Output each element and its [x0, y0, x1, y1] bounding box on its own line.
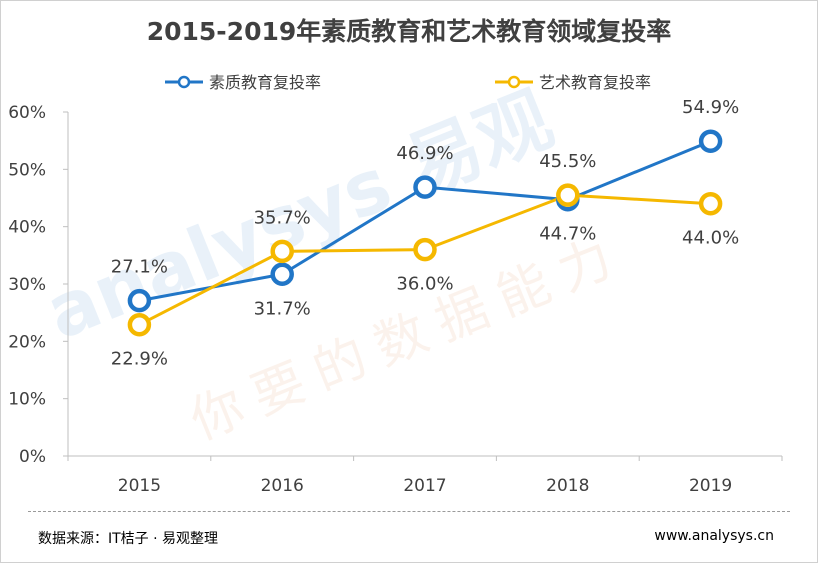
y-tick-label: 40%: [8, 218, 46, 238]
y-tick-label: 20%: [8, 332, 46, 352]
data-label: 36.0%: [396, 274, 453, 295]
data-label: 35.7%: [254, 207, 311, 228]
y-tick-label: 10%: [8, 390, 46, 410]
y-tick-label: 0%: [19, 447, 46, 467]
data-point-marker: [413, 175, 437, 199]
data-point-marker: [270, 262, 294, 287]
data-point-marker: [127, 312, 152, 337]
y-tick-label: 60%: [8, 103, 46, 123]
x-tick-label: 2015: [118, 476, 161, 496]
x-tick-label: 2017: [403, 476, 446, 496]
x-tick-label: 2016: [261, 476, 304, 496]
x-tick-label: 2019: [689, 476, 732, 496]
series-lines: [127, 129, 723, 337]
data-label: 44.7%: [539, 224, 596, 245]
data-point-marker: [556, 183, 580, 207]
x-tick-label: 2018: [546, 476, 589, 496]
data-point-marker: [270, 239, 294, 264]
series-labels: 27.1% 31.7% 46.9% 44.7% 54.9% 22.9% 35.7% 36.0%…: [111, 97, 739, 369]
data-label: 46.9%: [396, 143, 453, 164]
axes: 0% 10% 20% 30% 40% 50% 60% 2015 2016 2017 2018 2019: [8, 103, 783, 496]
data-point-marker: [413, 237, 437, 262]
footer-divider: [28, 511, 790, 512]
legend: 素质教育复投率 艺术教育复投率: [165, 73, 651, 92]
y-tick-label: 30%: [8, 275, 46, 295]
data-label: 27.1%: [111, 257, 168, 278]
legend-label: 艺术教育复投率: [539, 73, 651, 92]
data-label: 44.0%: [682, 228, 739, 249]
source-url: www.analysys.cn: [654, 528, 774, 544]
legend-item: 素质教育复投率: [165, 73, 321, 92]
data-point-marker: [698, 191, 723, 216]
chart-title: 2015-2019年素质教育和艺术教育领域复投率: [146, 17, 672, 46]
y-tick-label: 50%: [8, 160, 46, 180]
legend-item: 艺术教育复投率: [495, 73, 651, 92]
source-note: 数据来源：IT桔子 · 易观整理: [38, 531, 219, 547]
data-point-marker: [698, 129, 723, 153]
data-label: 22.9%: [111, 349, 168, 370]
data-label: 54.9%: [682, 97, 739, 118]
legend-label: 素质教育复投率: [209, 73, 321, 92]
data-label: 45.5%: [539, 151, 596, 172]
data-label: 31.7%: [254, 298, 311, 319]
data-point-marker: [127, 288, 152, 313]
legend-swatch-marker: [507, 75, 521, 89]
legend-swatch-marker: [177, 75, 191, 89]
